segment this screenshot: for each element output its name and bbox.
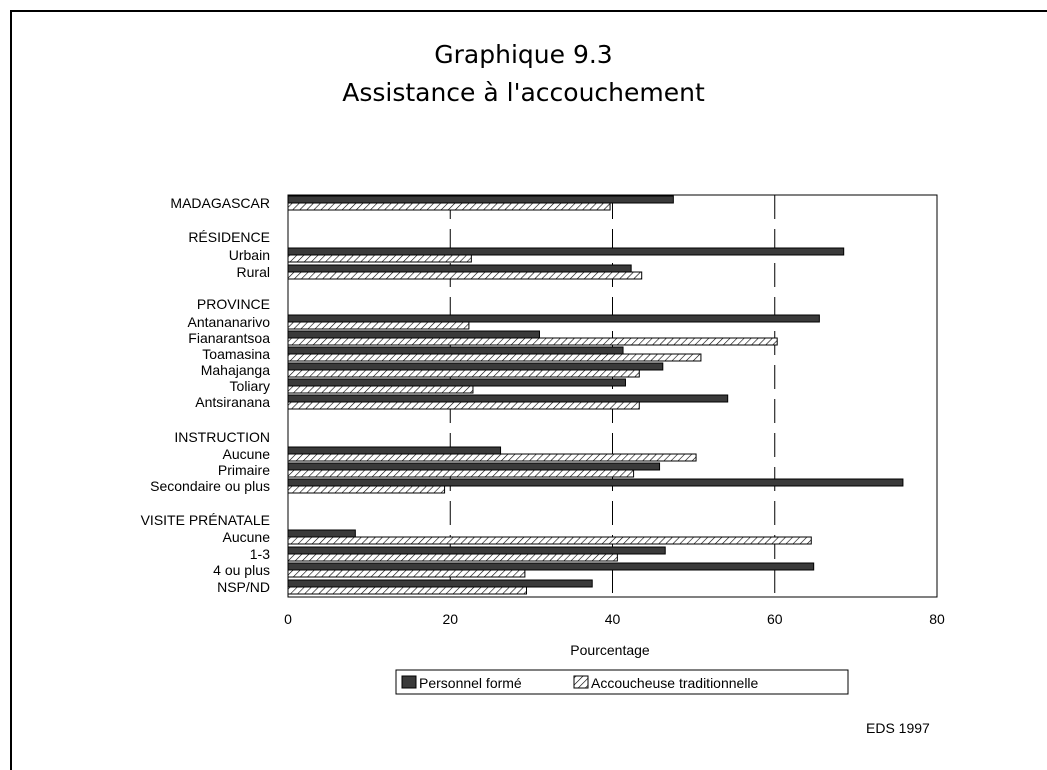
bar-accoucheuse-traditionnelle xyxy=(287,337,778,346)
bar-accoucheuse-traditionnelle xyxy=(287,469,635,478)
x-axis-label: Pourcentage xyxy=(570,642,650,658)
bar-personnel-forme xyxy=(287,562,815,571)
bar-personnel-forme xyxy=(287,247,845,256)
bar-personnel-forme xyxy=(287,462,661,471)
chart-title-line1: Graphique 9.3 xyxy=(434,40,613,69)
category-label: 1-3 xyxy=(250,546,270,562)
plot-area-border xyxy=(287,194,938,598)
category-label: Aucune xyxy=(223,446,271,462)
category-label: Secondaire ou plus xyxy=(150,478,270,494)
bar-accoucheuse-traditionnelle xyxy=(287,271,643,280)
category-label: Antananarivo xyxy=(187,314,270,330)
bar-personnel-forme xyxy=(287,478,904,487)
legend: Personnel formé Accoucheuse traditionnel… xyxy=(395,669,849,695)
x-tick-label: 0 xyxy=(284,611,292,627)
bar-personnel-forme xyxy=(287,362,664,371)
category-label: 4 ou plus xyxy=(213,562,270,578)
bar-personnel-forme xyxy=(287,346,624,355)
bar-accoucheuse-traditionnelle xyxy=(287,385,474,394)
chart-frame xyxy=(10,10,1047,770)
legend-swatch-personnel xyxy=(401,675,417,689)
category-label: Rural xyxy=(237,264,270,280)
bar-personnel-forme xyxy=(287,579,593,588)
bar-personnel-forme xyxy=(287,330,540,339)
bar-personnel-forme xyxy=(287,546,666,555)
category-label: Antsiranana xyxy=(195,394,270,410)
bar-accoucheuse-traditionnelle xyxy=(287,553,618,562)
category-label: Toamasina xyxy=(202,346,270,362)
x-tick-label: 80 xyxy=(929,611,945,627)
category-label: PROVINCE xyxy=(197,296,270,312)
category-label: RÉSIDENCE xyxy=(188,229,270,245)
bar-accoucheuse-traditionnelle xyxy=(287,569,526,578)
bar-personnel-forme xyxy=(287,378,626,387)
bar-accoucheuse-traditionnelle xyxy=(287,254,472,263)
x-tick-label: 20 xyxy=(442,611,458,627)
category-label: Aucune xyxy=(223,529,271,545)
category-label: Mahajanga xyxy=(201,362,270,378)
source-note: EDS 1997 xyxy=(866,720,930,736)
category-label: Urbain xyxy=(229,247,270,263)
bar-accoucheuse-traditionnelle xyxy=(287,353,702,362)
category-label: NSP/ND xyxy=(217,579,270,595)
bars xyxy=(287,195,904,595)
bar-personnel-forme xyxy=(287,446,502,455)
category-label: Toliary xyxy=(230,378,270,394)
bar-accoucheuse-traditionnelle xyxy=(287,586,528,595)
category-label: MADAGASCAR xyxy=(170,195,270,211)
bar-personnel-forme xyxy=(287,394,729,403)
chart-title-line2: Assistance à l'accouchement xyxy=(342,78,705,107)
legend-box xyxy=(395,669,849,695)
bar-accoucheuse-traditionnelle xyxy=(287,321,470,330)
x-tick-label: 40 xyxy=(605,611,621,627)
bar-personnel-forme xyxy=(287,314,820,323)
category-label: Fianarantsoa xyxy=(188,330,270,346)
category-label: Primaire xyxy=(218,462,270,478)
bar-accoucheuse-traditionnelle xyxy=(287,453,697,462)
bar-accoucheuse-traditionnelle xyxy=(287,401,640,410)
bar-personnel-forme xyxy=(287,264,632,273)
x-tick-label: 60 xyxy=(767,611,783,627)
x-tick-labels: 0 20 40 60 80 xyxy=(284,611,945,627)
legend-label-personnel: Personnel formé xyxy=(419,675,522,691)
category-label: INSTRUCTION xyxy=(174,429,270,445)
legend-swatch-traditionnelle xyxy=(573,675,589,689)
bar-personnel-forme xyxy=(287,195,674,204)
bar-accoucheuse-traditionnelle xyxy=(287,485,446,494)
bar-accoucheuse-traditionnelle xyxy=(287,202,611,211)
bar-accoucheuse-traditionnelle xyxy=(287,369,640,378)
bar-personnel-forme xyxy=(287,529,356,538)
legend-label-traditionnelle: Accoucheuse traditionnelle xyxy=(591,675,759,691)
category-label: VISITE PRÉNATALE xyxy=(141,512,270,528)
bar-accoucheuse-traditionnelle xyxy=(287,536,812,545)
